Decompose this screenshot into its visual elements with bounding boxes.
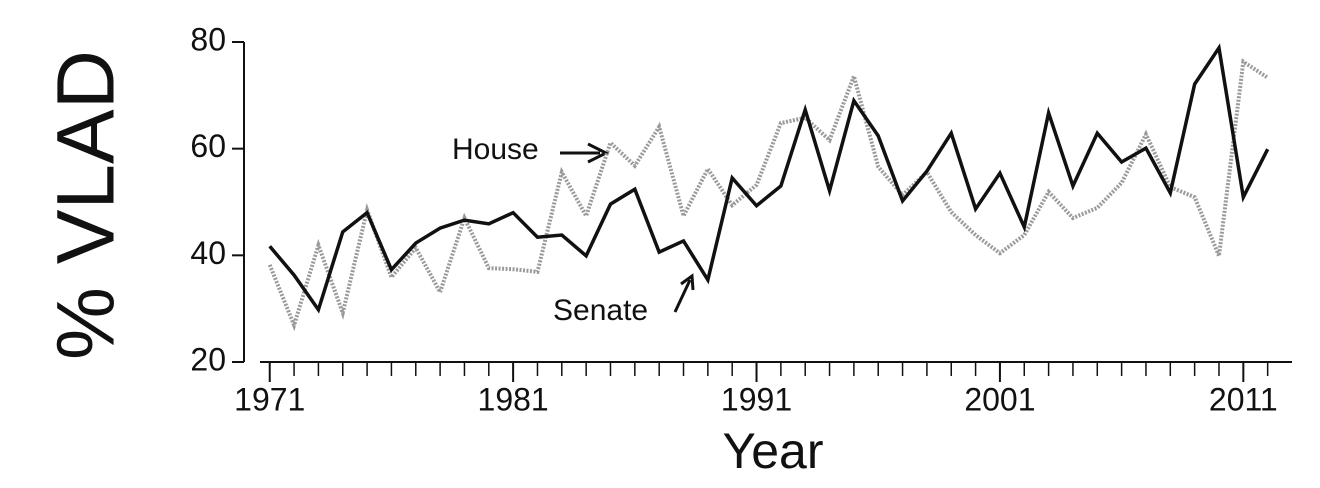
y-axis-label: % VLAD	[41, 50, 132, 360]
house-annotation: House	[452, 133, 539, 166]
series-line	[268, 43, 1270, 314]
series-line	[267, 58, 1269, 332]
x-tick-label: 1991	[721, 381, 792, 417]
house-arrow	[560, 142, 610, 164]
senate-annotation: Senate	[553, 294, 648, 327]
x-tick-label: 1981	[478, 381, 549, 417]
y-tick-label: 80	[190, 21, 226, 57]
x-tick-label: 2011	[1209, 381, 1278, 417]
x-tick-label: 2001	[964, 381, 1035, 417]
x-tick-label: 1971	[234, 381, 305, 417]
y-tick-label: 60	[190, 128, 226, 164]
y-tick-label: 40	[190, 235, 226, 271]
x-axis-label: Year	[722, 423, 823, 479]
y-tick-label: 20	[190, 341, 226, 377]
senate-arrow	[673, 273, 695, 313]
